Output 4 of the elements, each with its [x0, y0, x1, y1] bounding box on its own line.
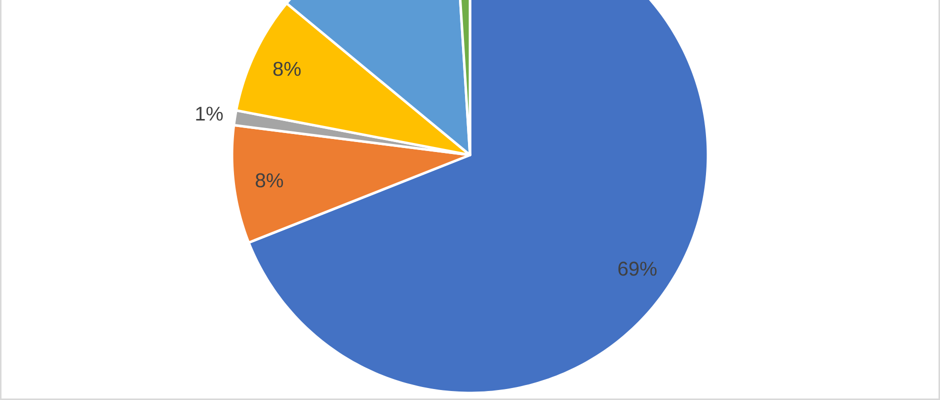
data-label: 8%	[273, 62, 301, 76]
data-label: 1%	[196, 106, 223, 121]
data-label: 8%	[256, 173, 283, 188]
data-label: 69%	[618, 262, 657, 276]
